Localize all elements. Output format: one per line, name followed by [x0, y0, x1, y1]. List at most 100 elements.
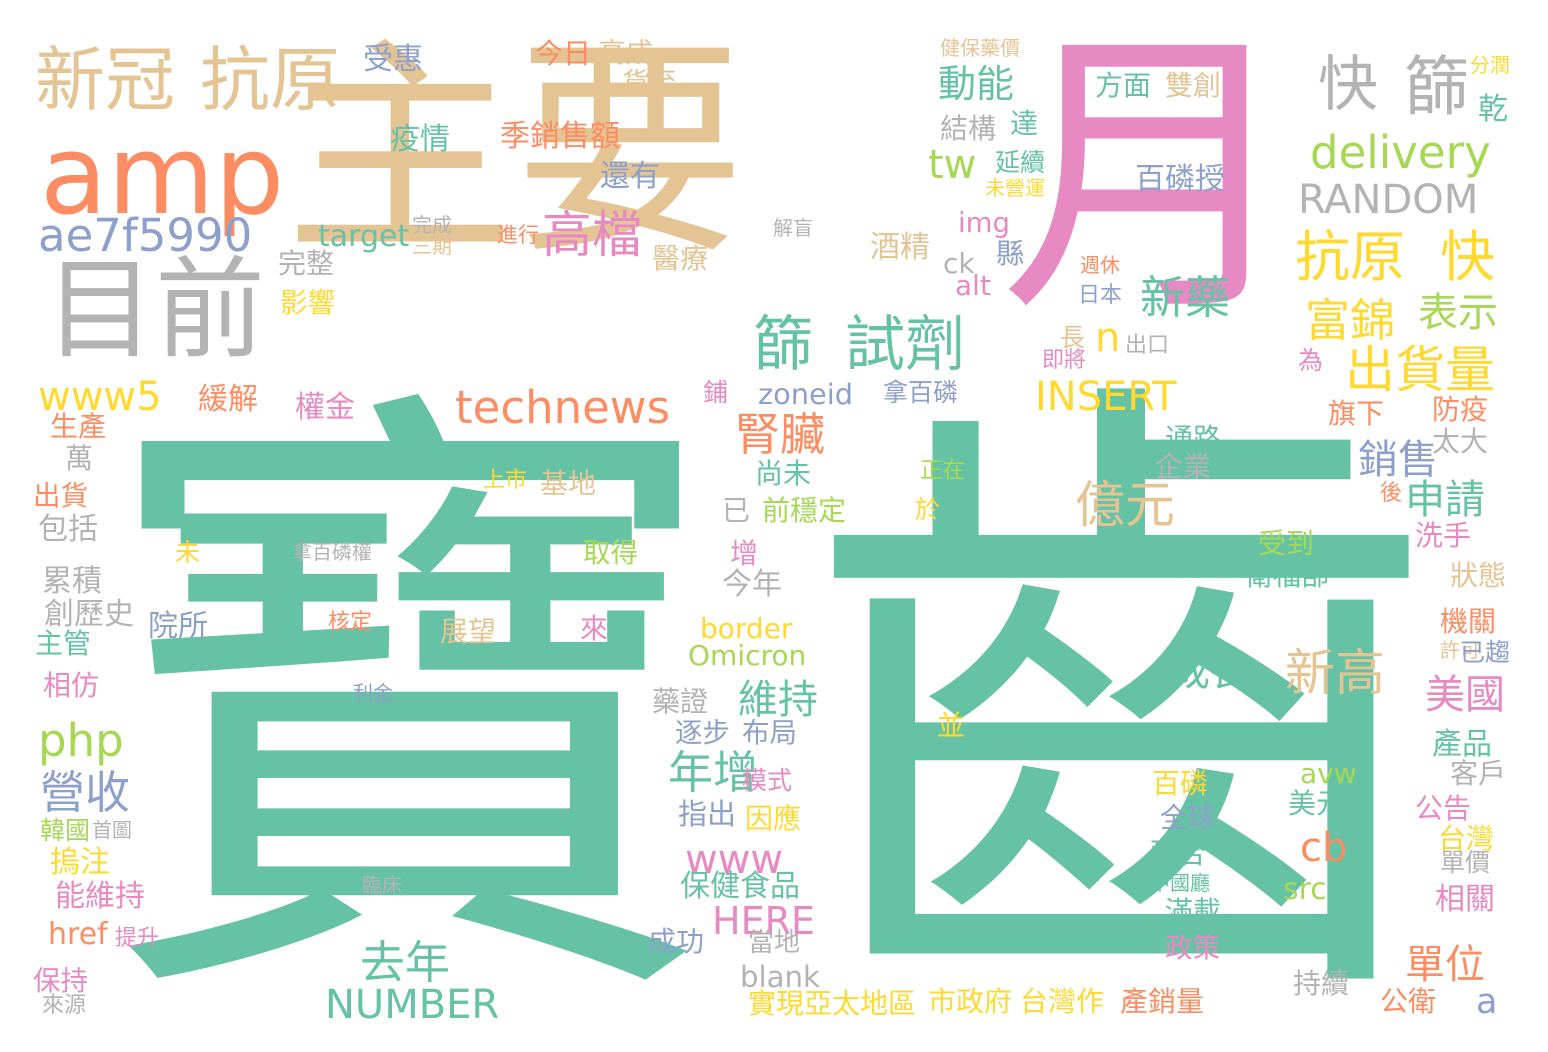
word-65b0-85e5: 新藥: [1140, 271, 1231, 324]
word-6708: 月: [1000, 3, 1300, 352]
word-5bf6: 寶: [95, 343, 725, 1052]
word-53f0-7063-4f5c: 台灣作: [1020, 985, 1105, 1018]
word-7e23: 縣: [996, 237, 1025, 270]
word-56e0-61c9: 因應: [745, 802, 802, 835]
word-53d6-5f97: 取得: [583, 537, 638, 569]
word-tw: tw: [928, 142, 977, 188]
word-5b8c-6574: 完整: [278, 247, 335, 280]
word-4fdd-6301: 保持: [33, 965, 88, 997]
word-7576-5730: 當地: [748, 928, 800, 958]
word-672a: 未: [175, 538, 201, 567]
word-amp: amp: [40, 111, 285, 239]
word-4f86-6e90: 來源: [42, 993, 87, 1018]
word-5e74-589e: 年增: [668, 746, 759, 799]
word-8a31-53ef: 許可: [1440, 638, 1480, 662]
word-5373-5c07: 即將: [1042, 348, 1087, 373]
word-52d5-80fd: 動能: [938, 62, 1015, 106]
word-7be9: 篩: [753, 310, 813, 380]
word-5ef6-7e8c: 延續: [995, 148, 1045, 177]
word-4e09-671f: 三期: [412, 234, 452, 258]
word-5305-62ec: 包括: [38, 512, 98, 547]
word-alt: alt: [955, 269, 991, 302]
word-65e5-672c: 日本: [1078, 283, 1123, 308]
word-91ab-7642: 醫療: [652, 242, 709, 275]
word-5b63-92b7-552e-984d: 季銷售額: [500, 119, 620, 154]
word-75ab-60c5: 疫情: [390, 122, 450, 157]
word-6a21-5f0f: 模式: [742, 766, 793, 795]
word-9010-6b65: 逐步: [675, 717, 730, 749]
word-9ad8-6a94: 高檔: [542, 206, 642, 264]
word-4e0a-5e02: 上市: [483, 468, 528, 493]
word-5e02-653f-5e9c: 市政府: [928, 985, 1013, 1018]
word-6b63-5728: 正在: [920, 458, 965, 484]
word-9f52: 齒: [800, 332, 1440, 1052]
word-4eca-5e74: 今年: [722, 567, 782, 602]
word-65bc: 於: [915, 495, 941, 524]
word-avw: avw: [1300, 757, 1357, 790]
word-9032-884c: 進行: [497, 223, 539, 247]
word-4e7e: 乾: [1478, 92, 1508, 127]
word-53bb-5e74: 去年: [360, 936, 450, 989]
word-6440-6ce8: 摀注: [50, 845, 110, 880]
word-81e8-5e8a: 臨床: [362, 873, 402, 897]
word-src: src: [1283, 872, 1327, 907]
word-901a-8def: 通路: [1165, 422, 1222, 455]
word-5bcc-9326: 富錦: [1305, 294, 1396, 347]
word-92b7-552e: 銷售: [1358, 437, 1438, 483]
word-9ad8-6210: 高成: [598, 37, 653, 69]
word-5df2: 已: [722, 494, 750, 527]
word-5df2-8da8: 已趨: [1460, 638, 1511, 667]
word-omicron: Omicron: [688, 639, 807, 672]
word-53f0-7063: 台灣: [1438, 822, 1495, 855]
word-8ca8-81f3: 貨至: [622, 67, 677, 99]
word-5104-5143: 億元: [1075, 476, 1175, 534]
word-592a-5927: 太大: [1432, 425, 1489, 458]
word-57fa-5730: 基地: [540, 467, 597, 500]
word-4e26: 並: [937, 709, 966, 742]
word-9084-6709: 還有: [600, 159, 660, 194]
word-53d7-5230: 受到: [1258, 527, 1315, 560]
word-767e-78f7: 百磷: [1152, 767, 1209, 800]
word-55ae-4f4d: 單位: [1405, 942, 1485, 988]
word-9662-6240: 院所: [148, 609, 208, 644]
word-7522-54c1: 產品: [1432, 727, 1492, 762]
word-5e03-5c40: 布局: [742, 717, 797, 749]
word-5229-91d1: 利金: [353, 681, 393, 705]
word-target: target: [318, 219, 410, 254]
word-5ba2-6236: 客戶: [1450, 757, 1507, 790]
word-5feb: 快: [1440, 225, 1496, 289]
word-7de9-89e3: 緩解: [198, 382, 258, 417]
word-814e-81df: 腎臟: [735, 408, 826, 461]
word-516c-544a: 公告: [1415, 792, 1472, 825]
word-53d7-60e0: 受惠: [363, 42, 423, 77]
word-97d3-570b: 韓國: [40, 816, 90, 845]
word-751f-7522: 生產: [50, 410, 107, 443]
word-9996-5716: 首圖: [92, 818, 132, 842]
word-5065-4fdd-85e5-50f9: 健保藥價: [940, 36, 1020, 60]
word-7533-8acb: 申請: [1405, 477, 1485, 523]
word-653f-7b56: 政策: [1165, 932, 1220, 964]
word-76ee-524d: 目前: [45, 246, 265, 374]
word-5f71-97ff: 影響: [280, 287, 335, 319]
word-border: border: [700, 612, 793, 645]
word-cb: cb: [1300, 825, 1348, 871]
word-672a-71df-904b: 未營運: [985, 176, 1045, 200]
word-524d-7a69-5b9a: 前穩定: [762, 494, 847, 527]
word-62ff-767e-78f7: 拿百磷: [883, 378, 959, 407]
word-6a5f-95dc: 機關: [1440, 605, 1497, 638]
word-5275-6b77-53f2: 創歷史: [44, 597, 134, 632]
word-4fdd-5065-98df-54c1: 保健食品: [680, 869, 800, 904]
word-www: www: [685, 837, 784, 883]
word-random: RANDOM: [1298, 177, 1479, 223]
word-6301-7e8c: 持續: [1293, 967, 1350, 1000]
word-65b0-51a0: 新冠: [35, 39, 175, 121]
word-6210-529f: 成功: [648, 925, 705, 958]
word-5f8c: 後: [1380, 481, 1403, 506]
word-885b-798f-90e8: 衛福部: [1245, 559, 1330, 592]
word-6297-539f: 抗原: [200, 39, 340, 121]
word-92ea: 鋪: [703, 378, 728, 407]
word-63d0-5347: 提升: [115, 926, 160, 951]
word-842c: 萬: [65, 442, 93, 475]
word-5b8c-6210: 完成: [412, 213, 452, 237]
word-9632-75ab: 防疫: [1432, 393, 1489, 426]
